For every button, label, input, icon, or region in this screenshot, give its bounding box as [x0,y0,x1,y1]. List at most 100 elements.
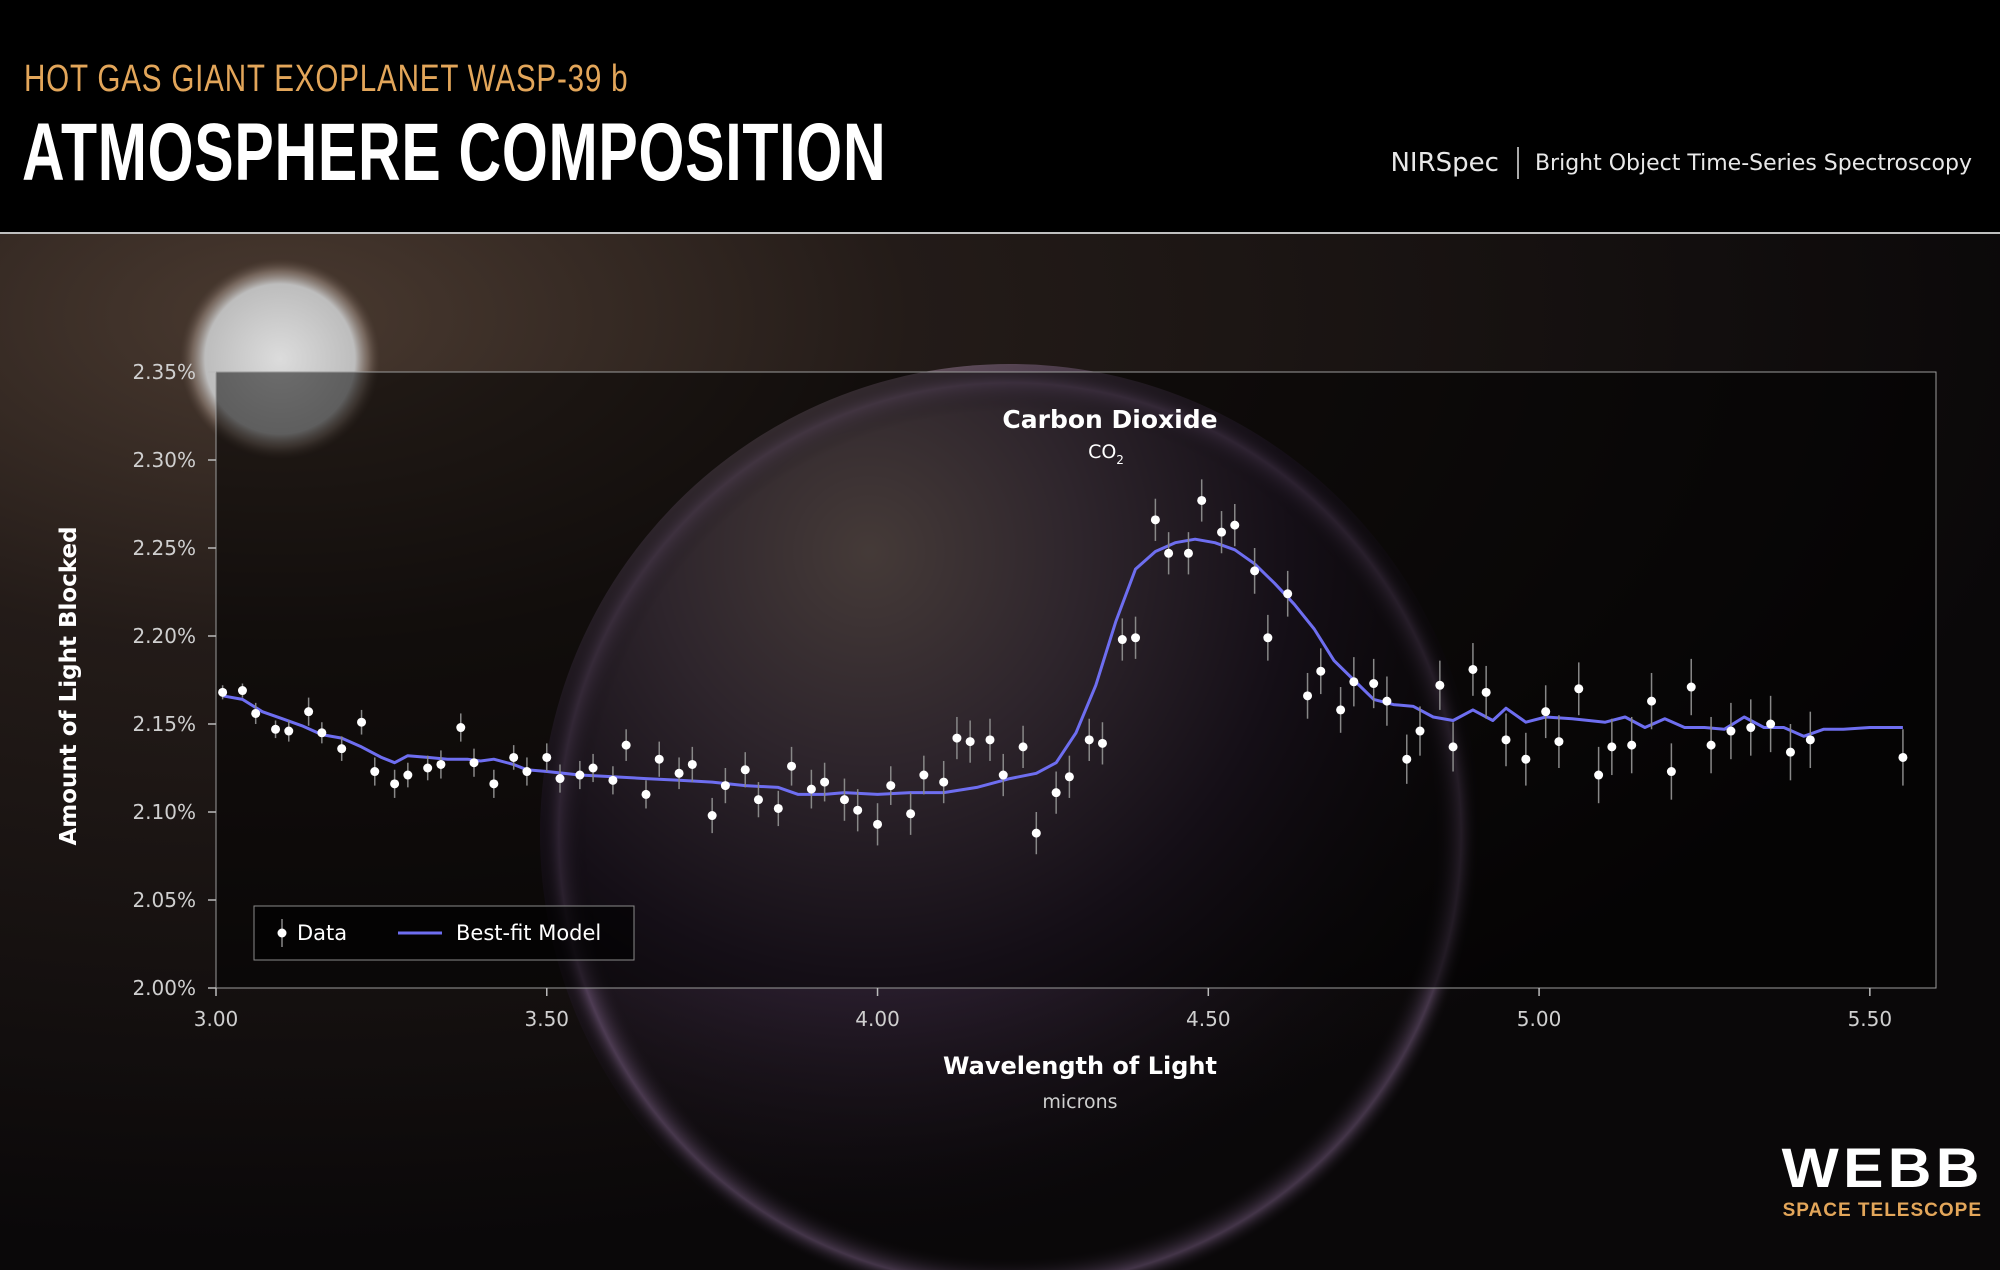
data-point [271,724,281,734]
data-point [1084,735,1094,745]
data-point [965,737,975,747]
divider [1516,147,1519,179]
data-point [740,765,750,775]
spectrum-chart: 2.00% 2.05% 2.10% 2.15% 2.20% 2.25% 2.30% 2.35%… [0,234,2000,1270]
x-tick-label: 4.00 [855,1007,900,1031]
y-tick-label: 2.20% [132,624,196,648]
data-point [787,761,797,771]
y-tick-label: 2.10% [132,800,196,824]
formula-main: CO [1088,441,1116,463]
data-point [654,754,664,764]
formula-subscript: 2 [1116,453,1124,467]
data-point [820,777,830,787]
data-point [357,717,367,727]
instrument-mode: Bright Object Time-Series Spectroscopy [1534,150,1972,176]
data-point [1369,679,1379,689]
data-point [284,726,294,736]
data-point [1117,635,1127,645]
data-point [952,733,962,743]
y-tick-label: 2.35% [132,360,196,384]
data-point [998,770,1008,780]
data-point [985,735,995,745]
data-point [542,752,552,762]
data-point [575,770,585,780]
data-point [853,805,863,815]
x-axis-unit: microns [1042,1091,1117,1113]
data-point [839,795,849,805]
data-points [218,479,1908,855]
data-point [707,811,717,821]
y-tick-label: 2.15% [132,712,196,736]
data-point [555,774,565,784]
x-tick-label: 4.50 [1186,1007,1231,1031]
data-point [1303,691,1313,701]
data-point [1415,726,1425,736]
data-point [1726,726,1736,736]
data-point [1481,687,1491,697]
legend-data-label: Data [297,921,347,945]
data-point [753,795,763,805]
data-point [509,752,519,762]
data-point [251,708,261,718]
instrument-info: NIRSpec Bright Object Time-Series Spectr… [1390,147,1972,179]
x-tick-label: 5.00 [1517,1007,1562,1031]
data-point [1217,527,1227,537]
data-point [1018,742,1028,752]
data-point [1805,735,1815,745]
data-point [1349,677,1359,687]
data-point [1746,723,1756,733]
instrument-name: NIRSpec [1390,148,1499,178]
y-axis: 2.00% 2.05% 2.10% 2.15% 2.20% 2.25% 2.30% 2.35% [132,360,216,1000]
data-point [1468,664,1478,674]
data-point [1097,738,1107,748]
x-tick-label: 3.00 [194,1007,239,1031]
data-point [621,740,631,750]
data-point [1647,696,1657,706]
data-point [1785,747,1795,757]
data-point [1594,770,1604,780]
chart-area: 2.00% 2.05% 2.10% 2.15% 2.20% 2.25% 2.30% 2.35%… [0,234,2000,1270]
data-point [1263,633,1273,643]
data-point [1666,767,1676,777]
data-point [1064,772,1074,782]
data-point [469,758,479,768]
y-tick-label: 2.25% [132,536,196,560]
data-point [1150,515,1160,525]
data-point [1382,696,1392,706]
data-point [1541,707,1551,717]
data-point [1164,548,1174,558]
header: HOT GAS GIANT EXOPLANET WASP-39 b ATMOSP… [0,0,2000,234]
data-point [1435,680,1445,690]
legend-box [253,905,635,961]
data-point [304,707,314,717]
data-point [370,767,380,777]
supertitle: HOT GAS GIANT EXOPLANET WASP-39 b [24,58,629,100]
data-point [456,723,466,733]
data-point [1402,754,1412,764]
legend: Data Best-fit Model [253,905,635,961]
data-point [237,686,247,696]
data-point [337,744,347,754]
annotation-formula: CO2 [1088,441,1124,467]
data-point [1131,633,1141,643]
data-point [1031,828,1041,838]
data-point [806,784,816,794]
data-point [1448,742,1458,752]
page-title: ATMOSPHERE COMPOSITION [22,107,887,198]
data-point [1183,548,1193,558]
data-point [390,779,400,789]
data-point [886,781,896,791]
data-point [1336,705,1346,715]
data-point [1706,740,1716,750]
data-point [403,770,413,780]
data-point [1521,754,1531,764]
data-point [317,728,327,738]
data-point [687,759,697,769]
data-point [1607,742,1617,752]
data-point [423,763,433,773]
webb-logo: WEBB SPACE TELESCOPE [1781,1140,1982,1222]
plot-frame [215,371,1937,989]
x-tick-label: 5.50 [1848,1007,1893,1031]
data-point [1051,788,1061,798]
y-tick-label: 2.00% [132,976,196,1000]
